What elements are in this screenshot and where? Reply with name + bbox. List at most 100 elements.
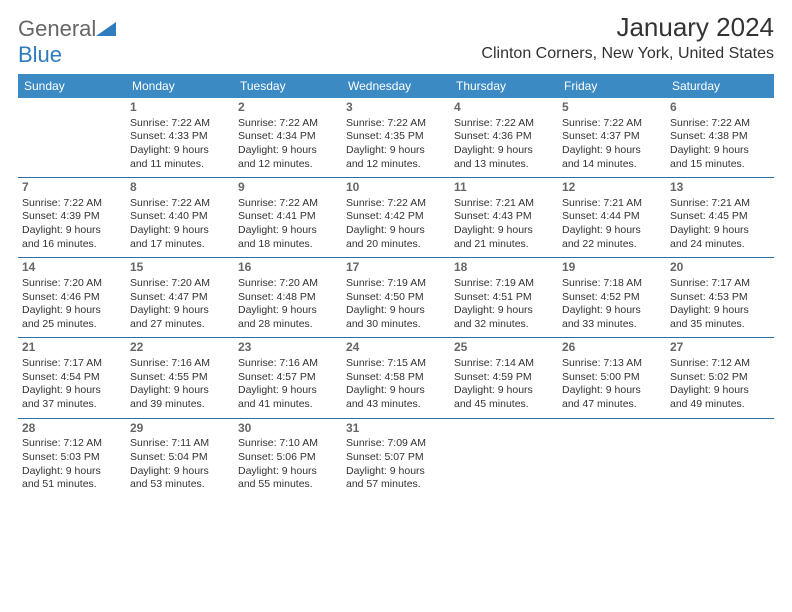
daylight-text: Daylight: 9 hours xyxy=(22,304,122,318)
daylight-text: Daylight: 9 hours xyxy=(562,384,662,398)
calendar-day-cell: 6Sunrise: 7:22 AMSunset: 4:38 PMDaylight… xyxy=(666,98,774,178)
daylight-text: Daylight: 9 hours xyxy=(670,304,770,318)
sunrise-text: Sunrise: 7:22 AM xyxy=(346,117,446,131)
calendar-day-cell: 18Sunrise: 7:19 AMSunset: 4:51 PMDayligh… xyxy=(450,258,558,338)
sunrise-text: Sunrise: 7:22 AM xyxy=(562,117,662,131)
sunset-text: Sunset: 5:00 PM xyxy=(562,371,662,385)
sunset-text: Sunset: 4:58 PM xyxy=(346,371,446,385)
calendar-week-row: 14Sunrise: 7:20 AMSunset: 4:46 PMDayligh… xyxy=(18,258,774,338)
day-number: 7 xyxy=(22,180,122,196)
calendar-day-cell: 9Sunrise: 7:22 AMSunset: 4:41 PMDaylight… xyxy=(234,178,342,258)
sunrise-text: Sunrise: 7:20 AM xyxy=(22,277,122,291)
calendar-table: SundayMondayTuesdayWednesdayThursdayFrid… xyxy=(18,74,774,498)
daylight-text: Daylight: 9 hours xyxy=(454,224,554,238)
calendar-day-cell: 13Sunrise: 7:21 AMSunset: 4:45 PMDayligh… xyxy=(666,178,774,258)
day-number: 12 xyxy=(562,180,662,196)
daylight-text: Daylight: 9 hours xyxy=(238,384,338,398)
sunset-text: Sunset: 4:47 PM xyxy=(130,291,230,305)
daylight-text: and 15 minutes. xyxy=(670,158,770,172)
day-number: 23 xyxy=(238,340,338,356)
day-number: 28 xyxy=(22,421,122,437)
daylight-text: Daylight: 9 hours xyxy=(130,144,230,158)
day-number: 22 xyxy=(130,340,230,356)
calendar-day-cell xyxy=(666,419,774,498)
daylight-text: Daylight: 9 hours xyxy=(562,144,662,158)
dow-header: Friday xyxy=(558,74,666,98)
sunrise-text: Sunrise: 7:09 AM xyxy=(346,437,446,451)
sunset-text: Sunset: 4:35 PM xyxy=(346,130,446,144)
sunset-text: Sunset: 4:41 PM xyxy=(238,210,338,224)
dow-header: Monday xyxy=(126,74,234,98)
daylight-text: Daylight: 9 hours xyxy=(346,465,446,479)
daylight-text: Daylight: 9 hours xyxy=(238,224,338,238)
calendar-day-cell: 8Sunrise: 7:22 AMSunset: 4:40 PMDaylight… xyxy=(126,178,234,258)
sunset-text: Sunset: 5:04 PM xyxy=(130,451,230,465)
calendar-day-cell: 17Sunrise: 7:19 AMSunset: 4:50 PMDayligh… xyxy=(342,258,450,338)
sunset-text: Sunset: 4:57 PM xyxy=(238,371,338,385)
day-number: 5 xyxy=(562,100,662,116)
sunrise-text: Sunrise: 7:12 AM xyxy=(670,357,770,371)
calendar-day-cell: 24Sunrise: 7:15 AMSunset: 4:58 PMDayligh… xyxy=(342,338,450,418)
daylight-text: Daylight: 9 hours xyxy=(670,224,770,238)
day-number: 24 xyxy=(346,340,446,356)
calendar-day-cell: 21Sunrise: 7:17 AMSunset: 4:54 PMDayligh… xyxy=(18,338,126,418)
sunrise-text: Sunrise: 7:10 AM xyxy=(238,437,338,451)
sunrise-text: Sunrise: 7:21 AM xyxy=(670,197,770,211)
sunrise-text: Sunrise: 7:17 AM xyxy=(22,357,122,371)
sunset-text: Sunset: 4:42 PM xyxy=(346,210,446,224)
day-number: 9 xyxy=(238,180,338,196)
calendar-day-cell: 11Sunrise: 7:21 AMSunset: 4:43 PMDayligh… xyxy=(450,178,558,258)
sunset-text: Sunset: 4:53 PM xyxy=(670,291,770,305)
calendar-week-row: 21Sunrise: 7:17 AMSunset: 4:54 PM Dayligh… xyxy=(18,338,774,418)
daylight-text: and 30 minutes. xyxy=(346,318,446,332)
daylight-text: and 28 minutes. xyxy=(238,318,338,332)
calendar-day-cell: 23Sunrise: 7:16 AMSunset: 4:57 PMDayligh… xyxy=(234,338,342,418)
sunrise-text: Sunrise: 7:22 AM xyxy=(130,117,230,131)
calendar-day-cell: 1Sunrise: 7:22 AMSunset: 4:33 PMDaylight… xyxy=(126,98,234,178)
day-number: 10 xyxy=(346,180,446,196)
calendar-day-cell: 5Sunrise: 7:22 AMSunset: 4:37 PMDaylight… xyxy=(558,98,666,178)
day-number: 19 xyxy=(562,260,662,276)
sunrise-text: Sunrise: 7:20 AM xyxy=(130,277,230,291)
daylight-text: and 53 minutes. xyxy=(130,478,230,492)
brand-blue: Blue xyxy=(18,42,62,67)
daylight-text: and 49 minutes. xyxy=(670,398,770,412)
daylight-text: Daylight: 9 hours xyxy=(346,224,446,238)
day-number: 30 xyxy=(238,421,338,437)
day-number: 26 xyxy=(562,340,662,356)
calendar-day-cell: 27Sunrise: 7:12 AMSunset: 5:02 PMDayligh… xyxy=(666,338,774,418)
sunrise-text: Sunrise: 7:21 AM xyxy=(454,197,554,211)
calendar-day-cell: 19Sunrise: 7:18 AMSunset: 4:52 PMDayligh… xyxy=(558,258,666,338)
sunset-text: Sunset: 4:48 PM xyxy=(238,291,338,305)
daylight-text: and 12 minutes. xyxy=(346,158,446,172)
sunset-text: Sunset: 4:59 PM xyxy=(454,371,554,385)
title-block: January 2024 Clinton Corners, New York, … xyxy=(481,12,774,63)
day-number: 11 xyxy=(454,180,554,196)
sunset-text: Sunset: 4:54 PM xyxy=(22,371,122,385)
sunrise-text: Sunrise: 7:22 AM xyxy=(238,197,338,211)
sunrise-text: Sunrise: 7:16 AM xyxy=(238,357,338,371)
brand-general: General xyxy=(18,16,96,41)
daylight-text: Daylight: 9 hours xyxy=(346,304,446,318)
daylight-text: Daylight: 9 hours xyxy=(130,224,230,238)
sunrise-text: Sunrise: 7:14 AM xyxy=(454,357,554,371)
daylight-text: and 14 minutes. xyxy=(562,158,662,172)
brand-text: General Blue xyxy=(18,16,116,68)
day-number: 3 xyxy=(346,100,446,116)
day-number: 21 xyxy=(22,340,122,356)
sunset-text: Sunset: 4:36 PM xyxy=(454,130,554,144)
daylight-text: and 57 minutes. xyxy=(346,478,446,492)
sunrise-text: Sunrise: 7:19 AM xyxy=(454,277,554,291)
day-number: 4 xyxy=(454,100,554,116)
calendar-week-row: 28Sunrise: 7:12 AMSunset: 5:03 PMDayligh… xyxy=(18,419,774,498)
daylight-text: and 24 minutes. xyxy=(670,238,770,252)
day-number: 16 xyxy=(238,260,338,276)
sunrise-text: Sunrise: 7:22 AM xyxy=(346,197,446,211)
daylight-text: and 55 minutes. xyxy=(238,478,338,492)
day-number: 20 xyxy=(670,260,770,276)
daylight-text: Daylight: 9 hours xyxy=(454,144,554,158)
day-number: 25 xyxy=(454,340,554,356)
daylight-text: and 11 minutes. xyxy=(130,158,230,172)
calendar-day-cell: 20Sunrise: 7:17 AMSunset: 4:53 PMDayligh… xyxy=(666,258,774,338)
daylight-text: and 25 minutes. xyxy=(22,318,122,332)
